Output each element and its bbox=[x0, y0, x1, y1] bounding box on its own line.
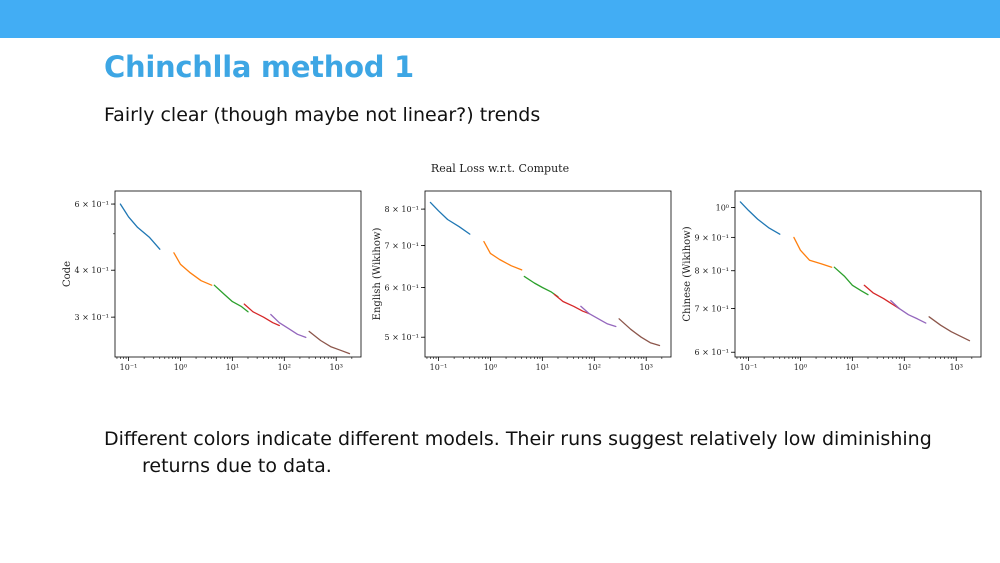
x-tick-label: 10² bbox=[898, 363, 911, 372]
series-line-3 bbox=[523, 275, 559, 298]
y-tick-label: 6 × 10⁻¹ bbox=[75, 200, 110, 209]
chart-code: 10⁻¹ 10⁰ 10¹ 10² 10³ 6 × 10⁻¹ 4 × 10⁻¹ 3 × 10⁻¹… bbox=[62, 190, 362, 372]
series-line-5 bbox=[890, 299, 927, 324]
y-tick-label: 6 × 10⁻¹ bbox=[695, 348, 730, 357]
series-line-6 bbox=[618, 318, 661, 347]
x-tick-label: 10² bbox=[278, 363, 291, 372]
plot-frame bbox=[114, 190, 362, 358]
series-line-1 bbox=[739, 201, 781, 235]
series-line-1 bbox=[429, 201, 471, 235]
x-tick-label: 10³ bbox=[640, 363, 653, 372]
series-line-5 bbox=[270, 313, 307, 339]
series-line-1 bbox=[119, 203, 161, 250]
slide-subtitle: Fairly clear (though maybe not linear?) … bbox=[104, 104, 541, 126]
x-tick-label: 10³ bbox=[950, 363, 963, 372]
x-tick-label: 10⁰ bbox=[484, 363, 497, 372]
plot-frame bbox=[734, 190, 982, 358]
x-tick-label: 10³ bbox=[330, 363, 343, 372]
series-line-5 bbox=[580, 305, 617, 328]
y-tick-label: 6 × 10⁻¹ bbox=[385, 284, 420, 293]
body-text: Different colors indicate different mode… bbox=[104, 428, 932, 477]
x-tick-label: 10⁻¹ bbox=[740, 363, 758, 372]
y-tick-label: 7 × 10⁻¹ bbox=[695, 305, 730, 314]
x-tick-label: 10⁻¹ bbox=[430, 363, 448, 372]
series-line-3 bbox=[213, 284, 249, 313]
x-tick-label: 10¹ bbox=[846, 363, 859, 372]
y-tick-label: 10⁰ bbox=[716, 204, 729, 213]
x-tick-label: 10⁰ bbox=[794, 363, 807, 372]
plot-frame bbox=[424, 190, 672, 358]
series-line-6 bbox=[928, 316, 971, 342]
top-accent-bar bbox=[0, 0, 1000, 38]
y-axis-label: Code bbox=[62, 261, 73, 287]
x-tick-label: 10¹ bbox=[536, 363, 549, 372]
series-line-4 bbox=[243, 303, 280, 327]
series-line-4 bbox=[863, 284, 900, 310]
series-line-4 bbox=[553, 293, 590, 315]
figure-title: Real Loss w.r.t. Compute bbox=[430, 162, 570, 175]
series-line-2 bbox=[173, 252, 213, 286]
y-axis-label: Chinese (Wikihow) bbox=[682, 226, 693, 321]
y-tick-label: 9 × 10⁻¹ bbox=[695, 233, 730, 242]
y-tick-label: 3 × 10⁻¹ bbox=[75, 313, 110, 322]
series-line-6 bbox=[308, 330, 351, 355]
series-line-2 bbox=[483, 240, 523, 271]
slide-title: Chinchlla method 1 bbox=[104, 50, 414, 84]
y-axis-label: English (Wikihow) bbox=[372, 228, 383, 321]
y-tick-label: 4 × 10⁻¹ bbox=[75, 266, 110, 275]
x-tick-label: 10¹ bbox=[226, 363, 239, 372]
y-tick-label: 5 × 10⁻¹ bbox=[385, 333, 420, 342]
x-tick-label: 10⁻¹ bbox=[120, 363, 138, 372]
series-line-2 bbox=[793, 236, 833, 268]
chart-english-wikihow: 10⁻¹ 10⁰ 10¹ 10² 10³ 8 × 10⁻¹ 7 × 10⁻¹ 6 × 10⁻¹… bbox=[372, 190, 672, 372]
y-tick-label: 7 × 10⁻¹ bbox=[385, 242, 420, 251]
series-line-3 bbox=[833, 266, 869, 296]
x-tick-label: 10⁰ bbox=[174, 363, 187, 372]
y-tick-label: 8 × 10⁻¹ bbox=[695, 267, 730, 276]
x-tick-label: 10² bbox=[588, 363, 601, 372]
y-tick-label: 8 × 10⁻¹ bbox=[385, 205, 420, 214]
chart-chinese-wikihow: 10⁻¹ 10⁰ 10¹ 10² 10³ 10⁰ 9 × 10⁻¹ 8 × 10⁻¹ 7 × 1… bbox=[682, 190, 982, 372]
